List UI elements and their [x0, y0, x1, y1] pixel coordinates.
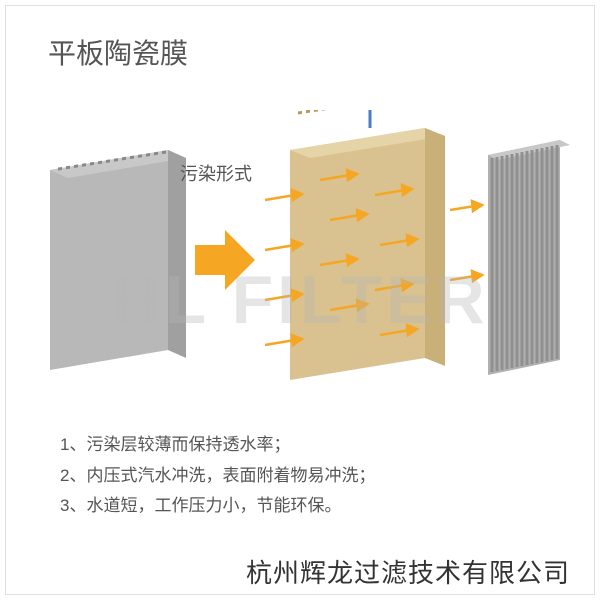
panel-left [50, 150, 186, 370]
bullet-list: 1、污染层较薄而保持透水率； 2、内压式汽水冲洗，表面附着物易冲洗； 3、水道短… [60, 430, 375, 522]
bullet-item: 3、水道短，工作压力小，节能环保。 [60, 491, 375, 522]
page-title: 平板陶瓷膜 [48, 32, 188, 72]
bullet-item: 1、污染层较薄而保持透水率； [60, 430, 375, 461]
panel-center [290, 110, 445, 380]
company-name: 杭州辉龙过滤技术有限公司 [246, 553, 570, 590]
big-arrow-icon [195, 230, 255, 290]
bullet-item: 2、内压式汽水冲洗，表面附着物易冲洗； [60, 461, 375, 492]
panel-right [488, 140, 570, 375]
up-arrow-icon [364, 110, 376, 128]
membrane-diagram [30, 110, 570, 390]
diagram-area [30, 110, 570, 390]
pollution-label: 污染形式 [180, 160, 252, 186]
